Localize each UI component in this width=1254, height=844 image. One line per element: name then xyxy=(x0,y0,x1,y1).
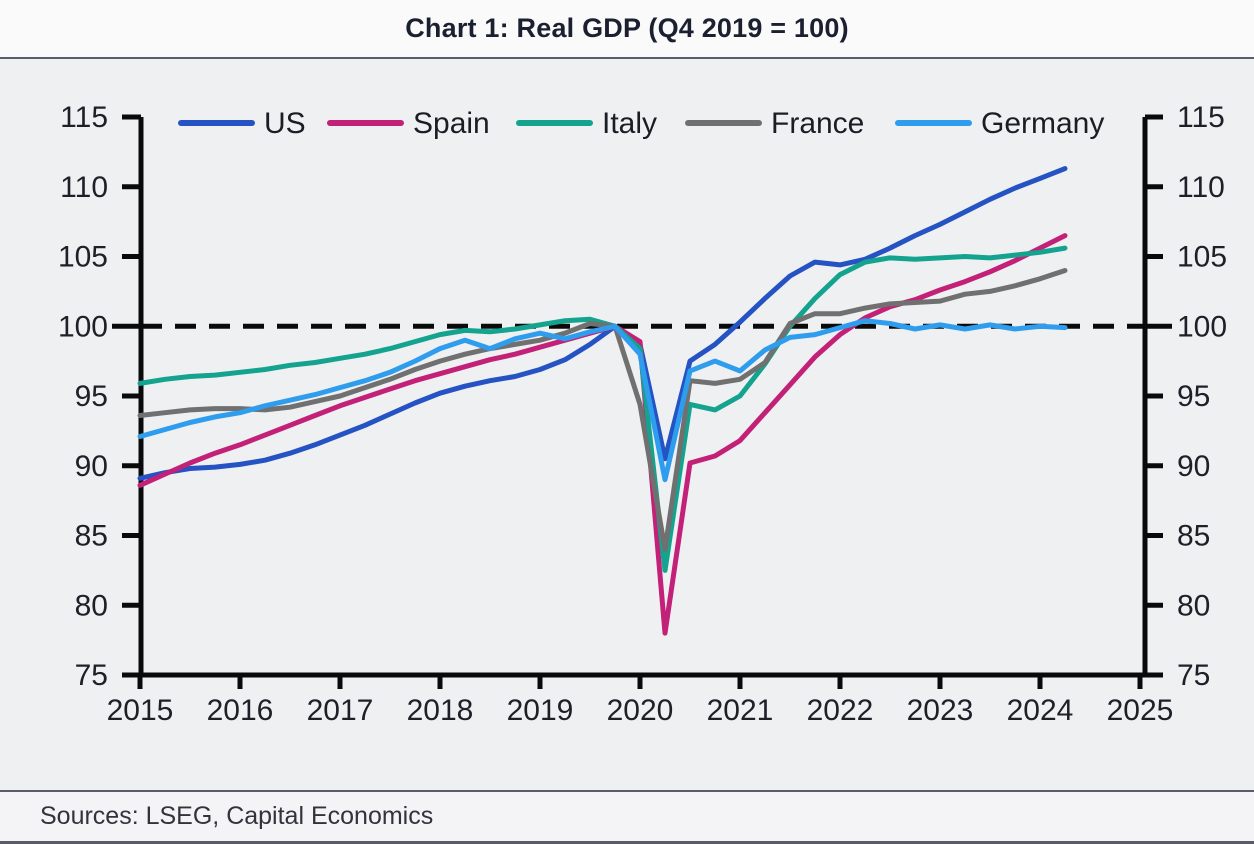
gdp-line-chart: 75 75 80 80 85 85 90 90 95 95 100 100 105 105 110 110 11… xyxy=(58,101,1227,727)
x-tick-label-2021: 2021 xyxy=(707,694,774,727)
legend-label-france: France xyxy=(771,107,864,140)
y-tick-label-left-110: 110 xyxy=(60,171,108,204)
series-line-germany xyxy=(137,318,1068,483)
title-bar: Chart 1: Real GDP (Q4 2019 = 100) xyxy=(0,0,1254,59)
y-tick-label-right-110: 110 xyxy=(1177,171,1225,204)
x-tick-label-2016: 2016 xyxy=(207,694,274,727)
y-tick-label-left-80: 80 xyxy=(75,589,108,622)
y-tick-label-right-95: 95 xyxy=(1177,380,1210,413)
y-tick-label-right-85: 85 xyxy=(1177,520,1210,553)
x-tick-label-2015: 2015 xyxy=(107,694,174,727)
y-tick-label-left-90: 90 xyxy=(75,450,108,483)
y-tick-label-right-90: 90 xyxy=(1177,450,1210,483)
y-tick-label-left-75: 75 xyxy=(75,659,108,692)
series-line-us xyxy=(137,166,1068,481)
x-tick-label-2025: 2025 xyxy=(1107,694,1174,727)
legend-item-italy: Italy xyxy=(516,107,657,140)
x-tick-label-2018: 2018 xyxy=(407,694,474,727)
y-tick-label-left-115: 115 xyxy=(60,101,108,134)
y-tick-label-right-105: 105 xyxy=(1177,241,1227,274)
chart-area: 75 75 80 80 85 85 90 90 95 95 100 100 105 105 110 110 11… xyxy=(0,59,1254,790)
chart-title: Chart 1: Real GDP (Q4 2019 = 100) xyxy=(405,13,849,43)
x-tick-label-2023: 2023 xyxy=(907,694,974,727)
legend-item-spain: Spain xyxy=(327,107,490,140)
x-tick-label-2017: 2017 xyxy=(307,694,374,727)
y-tick-label-left-100: 100 xyxy=(58,310,108,343)
x-tick-label-2020: 2020 xyxy=(607,694,674,727)
x-tick-label-2024: 2024 xyxy=(1007,694,1074,727)
y-tick-label-left-85: 85 xyxy=(75,520,108,553)
x-tick-label-2022: 2022 xyxy=(807,694,874,727)
sources-text: Sources: LSEG, Capital Economics xyxy=(40,802,434,830)
legend-item-germany: Germany xyxy=(895,107,1104,140)
sources-bar: Sources: LSEG, Capital Economics xyxy=(0,790,1254,844)
x-tick-label-2019: 2019 xyxy=(507,694,574,727)
series-line-france xyxy=(137,268,1068,552)
y-tick-label-left-95: 95 xyxy=(75,380,108,413)
y-tick-label-right-80: 80 xyxy=(1177,589,1210,622)
legend-item-france: France xyxy=(685,107,864,140)
y-tick-label-right-100: 100 xyxy=(1177,310,1227,343)
y-tick-label-left-105: 105 xyxy=(58,241,108,274)
legend-item-us: US xyxy=(178,107,306,140)
legend-label-us: US xyxy=(264,107,306,140)
series-line-spain xyxy=(137,233,1068,636)
y-tick-label-right-115: 115 xyxy=(1177,101,1225,134)
y-tick-label-right-75: 75 xyxy=(1177,659,1210,692)
legend-label-spain: Spain xyxy=(413,107,490,140)
legend-label-germany: Germany xyxy=(981,107,1104,140)
legend-label-italy: Italy xyxy=(602,107,657,140)
